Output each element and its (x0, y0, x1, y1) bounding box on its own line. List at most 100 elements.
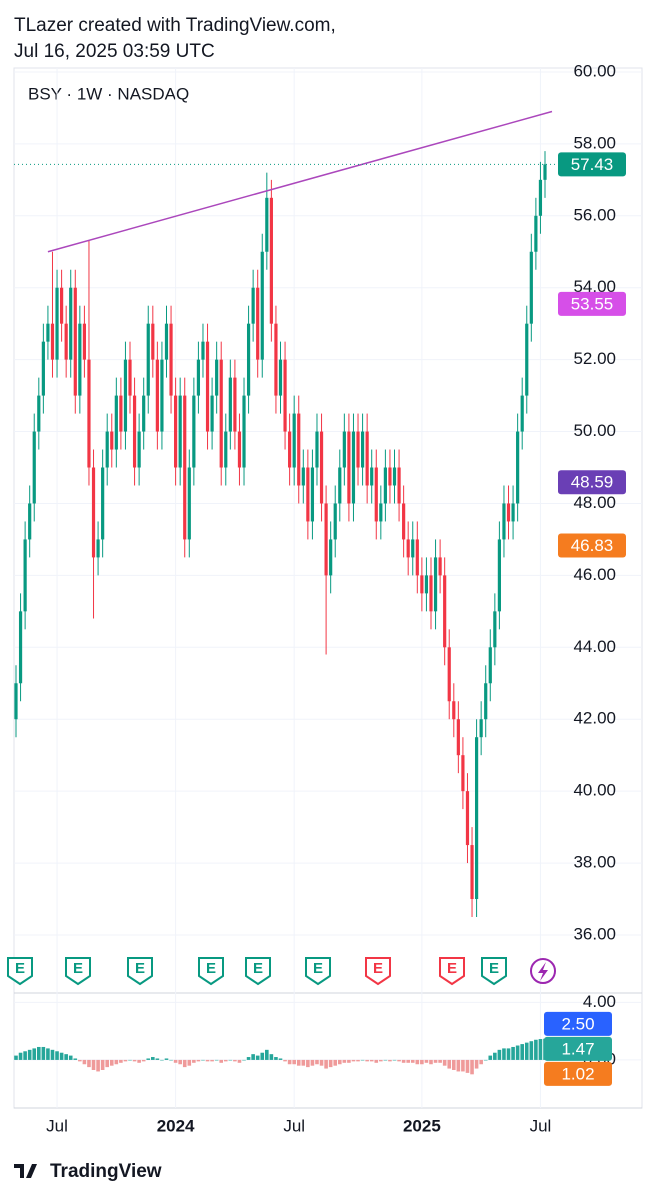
candle-body (470, 845, 474, 900)
macd-histogram-bar (119, 1059, 123, 1063)
macd-histogram-bar (319, 1059, 324, 1066)
macd-histogram-bar (278, 1058, 283, 1060)
macd-histogram-bar (506, 1048, 511, 1060)
candle-body (310, 467, 315, 522)
macd-histogram-bar (55, 1051, 59, 1060)
dividend-bolt (538, 962, 548, 981)
candle-body (461, 755, 465, 792)
candle-body (529, 251, 533, 324)
macd-histogram-bar (410, 1059, 415, 1063)
candle-body (538, 179, 543, 216)
trendline (47, 110, 553, 253)
candle-body (506, 503, 511, 522)
macd-histogram-bar (456, 1059, 461, 1072)
candle-body (278, 359, 283, 396)
macd-histogram-bar (233, 1059, 237, 1062)
macd-histogram-bar (283, 1059, 287, 1062)
candle-body (128, 359, 132, 396)
macd-histogram-bar (347, 1059, 351, 1063)
macd-histogram-bar (379, 1059, 383, 1062)
macd-histogram-bar (538, 1039, 543, 1060)
candle-body (534, 215, 538, 252)
macd-histogram-bar (210, 1059, 214, 1062)
event-icon (65, 957, 91, 986)
candle-body (256, 287, 260, 360)
candle-body (433, 557, 438, 612)
candle-body (379, 503, 383, 522)
macd-histogram-bar (328, 1059, 333, 1068)
macd-histogram-bar (451, 1059, 456, 1070)
brand: TradingView (50, 1161, 162, 1182)
candle-body (301, 467, 305, 486)
y-tick-label: 50.00 (573, 421, 616, 440)
macd-label-box (544, 1011, 612, 1036)
candle-body (370, 467, 374, 486)
candle-body (447, 647, 451, 702)
macd-histogram-bar (274, 1057, 278, 1060)
macd-histogram-bar (374, 1059, 379, 1063)
candle-body (132, 395, 137, 468)
y-tick-label: 44.00 (573, 637, 616, 656)
candle-body (374, 467, 378, 522)
price-label-box (558, 470, 626, 495)
candle-body (78, 323, 82, 396)
candle-body (260, 251, 264, 360)
macd-histogram-bar (91, 1059, 96, 1070)
macd-histogram-bar (73, 1058, 78, 1060)
macd-histogram-bar (251, 1054, 255, 1060)
chart-title: BSY · 1W · NASDAQ (28, 84, 189, 103)
candle-body (383, 467, 387, 504)
macd-tick-label: 4.00 (583, 992, 616, 1011)
candle-body (32, 431, 36, 504)
macd-histogram-bar (14, 1055, 18, 1060)
macd-histogram-bar (164, 1058, 169, 1060)
candle-body (269, 197, 273, 324)
candle-body (438, 557, 442, 576)
candle-body (114, 395, 118, 450)
macd-histogram-bar (41, 1046, 46, 1060)
macd-histogram-bar (534, 1039, 538, 1060)
candle-body (73, 287, 77, 396)
macd-histogram-bar (333, 1059, 338, 1066)
macd-histogram-bar (401, 1059, 406, 1063)
candle-body (178, 395, 182, 468)
macd-histogram-bar (429, 1059, 433, 1065)
candle-body (415, 539, 419, 576)
macd-histogram-bar (255, 1055, 260, 1060)
candle-body (123, 359, 128, 432)
candle-body (23, 539, 27, 612)
candle-body (342, 431, 346, 468)
candle-body (64, 323, 68, 360)
x-tick-label: Jul (283, 1116, 305, 1135)
candle-body (388, 467, 392, 486)
macd-histogram-bar (192, 1059, 196, 1063)
candle-body (274, 323, 278, 396)
macd-histogram-bar (461, 1059, 465, 1072)
macd-histogram-bar (474, 1059, 479, 1069)
candle-body (169, 323, 173, 396)
macd-label-box (544, 1036, 612, 1061)
macd-histogram-bar (109, 1059, 114, 1066)
y-tick-label: 42.00 (573, 709, 616, 728)
macd-histogram-bar (388, 1059, 392, 1062)
macd-label: 1.02 (561, 1064, 594, 1083)
macd-histogram-bar (310, 1059, 315, 1066)
candle-body (55, 287, 59, 360)
candle-body (60, 287, 64, 324)
candle-body (224, 431, 228, 468)
macd-histogram-bar (18, 1052, 23, 1060)
macd-label: 1.47 (561, 1039, 594, 1058)
macd-histogram-bar (201, 1059, 205, 1061)
candle-body (452, 701, 456, 720)
macd-histogram-bar (442, 1059, 447, 1066)
macd-histogram-bar (123, 1059, 128, 1062)
macd-histogram-bar (46, 1048, 50, 1060)
macd-histogram-bar (265, 1049, 269, 1060)
candle-body (146, 323, 150, 396)
macd-histogram-bar (155, 1058, 160, 1060)
event-icon (481, 957, 507, 986)
event-icon (127, 957, 153, 986)
macd-histogram-bar (182, 1059, 187, 1068)
macd-histogram-bar (324, 1059, 328, 1069)
